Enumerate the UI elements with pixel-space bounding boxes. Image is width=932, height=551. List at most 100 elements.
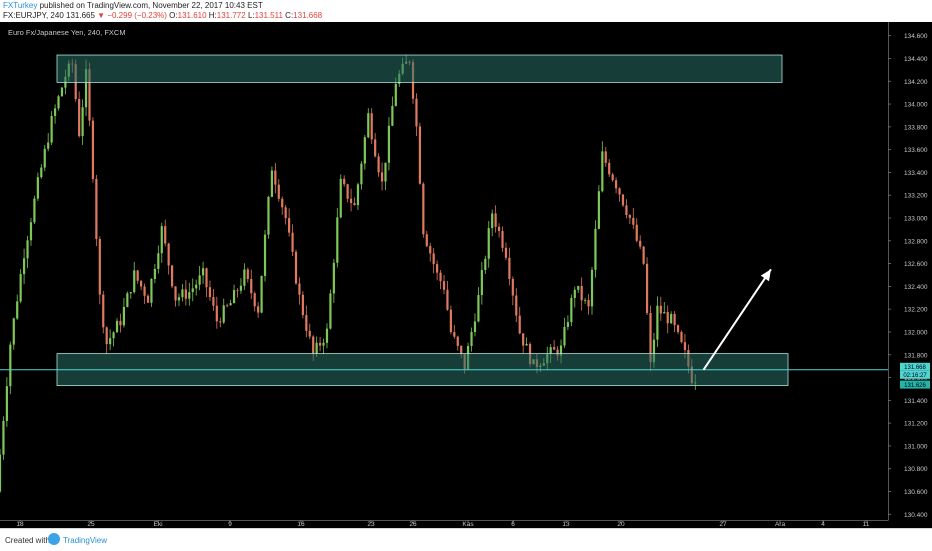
candle-body bbox=[639, 240, 642, 247]
candle-body bbox=[446, 289, 449, 310]
open-label: O: bbox=[169, 11, 178, 20]
candle-body bbox=[164, 226, 167, 244]
price-tick-label: 134.200 bbox=[904, 79, 928, 86]
price-axis: 134.600 134.400 134.200 134.000 133.800 133.6… bbox=[888, 33, 928, 519]
price-tag-box bbox=[900, 370, 930, 379]
time-tick-label: 20 bbox=[617, 521, 625, 528]
candle-body bbox=[98, 238, 101, 295]
candle-body bbox=[2, 420, 5, 455]
candle-body bbox=[26, 240, 29, 259]
candle-body bbox=[449, 309, 452, 333]
candle-body bbox=[29, 222, 33, 241]
price-tick-label: 134.600 bbox=[904, 33, 928, 40]
candle-body bbox=[153, 268, 156, 279]
arrow-head-icon bbox=[760, 269, 771, 282]
candle-body bbox=[281, 198, 284, 208]
candle-body bbox=[415, 98, 418, 127]
candle-body bbox=[628, 215, 631, 218]
price-tick-label: 130.400 bbox=[904, 512, 928, 519]
candle-body bbox=[480, 270, 483, 296]
price-tick-label: 132.400 bbox=[904, 284, 928, 291]
candle-body bbox=[219, 321, 222, 323]
candle-body bbox=[181, 289, 184, 298]
candle-body bbox=[360, 163, 363, 185]
candle-body bbox=[332, 262, 335, 294]
open-value: 131.610 bbox=[177, 11, 207, 20]
candle-body bbox=[0, 454, 2, 492]
candle-body bbox=[263, 234, 267, 276]
tradingview-logo-icon[interactable] bbox=[48, 533, 60, 545]
time-axis: 18 25 Eki 9 16 23 26 Kas 6 13 20 27 Ara 4 11 bbox=[16, 520, 870, 528]
candles-layer bbox=[0, 54, 697, 493]
candle-body bbox=[239, 285, 243, 291]
candle-body bbox=[683, 342, 687, 351]
price-tick-label: 132.600 bbox=[904, 261, 928, 268]
candle-body bbox=[349, 198, 353, 204]
candle-body bbox=[573, 289, 576, 298]
candle-body bbox=[201, 268, 205, 276]
candle-body bbox=[16, 301, 19, 319]
candle-body bbox=[312, 336, 315, 354]
candle-body bbox=[115, 320, 119, 333]
candle-body bbox=[91, 120, 95, 179]
candle-body bbox=[442, 281, 446, 290]
down-triangle-icon: ▼ bbox=[97, 11, 106, 20]
candle-body bbox=[549, 347, 552, 354]
candlestick-chart[interactable]: 134.600 134.400 134.200 134.000 133.800 133.6… bbox=[0, 22, 932, 528]
candle-body bbox=[511, 278, 514, 296]
candle-body bbox=[277, 184, 280, 199]
created-with-label: Created with bbox=[5, 536, 50, 545]
candle-body bbox=[170, 265, 174, 287]
candle-body bbox=[43, 148, 46, 168]
candle-body bbox=[394, 83, 397, 106]
candle-body bbox=[308, 330, 311, 337]
price-tick-label: 131.400 bbox=[904, 398, 928, 405]
candle-body bbox=[33, 198, 36, 223]
chart-area[interactable]: 134.600 134.400 134.200 134.000 133.800 133.6… bbox=[0, 22, 932, 528]
candle-body bbox=[673, 313, 676, 326]
candle-body bbox=[222, 305, 225, 323]
candle-body bbox=[473, 321, 477, 333]
time-tick-label: 11 bbox=[863, 521, 870, 528]
candle-body bbox=[377, 156, 380, 173]
candle-body bbox=[195, 284, 198, 289]
candle-body bbox=[649, 313, 652, 363]
candle-body bbox=[40, 167, 43, 178]
candle-body bbox=[270, 170, 274, 197]
author-link[interactable]: FXTurkey bbox=[3, 1, 38, 10]
candle-body bbox=[590, 269, 594, 307]
candle-body bbox=[436, 264, 439, 273]
tradingview-link[interactable]: TradingView bbox=[63, 536, 108, 545]
candle-body bbox=[229, 303, 232, 306]
candle-body bbox=[143, 286, 146, 296]
time-tick-label: Ara bbox=[775, 521, 786, 528]
candle-body bbox=[343, 178, 346, 185]
close-value: 131.668 bbox=[293, 11, 323, 20]
candle-body bbox=[322, 342, 325, 346]
candle-body bbox=[580, 285, 583, 301]
candle-body bbox=[680, 331, 683, 343]
candle-body bbox=[236, 290, 239, 291]
candle-body bbox=[226, 305, 229, 307]
candle-body bbox=[614, 180, 618, 189]
candle-body bbox=[267, 196, 270, 235]
candle-body bbox=[88, 69, 91, 121]
publish-line: FXTurkey published on TradingView.com, N… bbox=[3, 1, 263, 10]
candle-body bbox=[652, 339, 656, 363]
candle-body bbox=[232, 290, 236, 304]
candle-body bbox=[336, 217, 339, 263]
candle-body bbox=[205, 268, 208, 288]
candle-body bbox=[556, 349, 559, 356]
candle-body bbox=[487, 228, 490, 259]
candle-body bbox=[515, 295, 518, 316]
candle-body bbox=[676, 325, 680, 332]
candle-body bbox=[129, 292, 132, 294]
candle-body bbox=[353, 203, 356, 206]
time-tick-label: 18 bbox=[16, 521, 24, 528]
candle-body bbox=[422, 183, 425, 235]
candle-body bbox=[608, 162, 611, 175]
candle-body bbox=[188, 292, 191, 299]
candle-body bbox=[384, 162, 387, 182]
chart-title: Euro Fx/Japanese Yen, 240, FXCM bbox=[8, 28, 126, 37]
candle-body bbox=[429, 246, 432, 254]
